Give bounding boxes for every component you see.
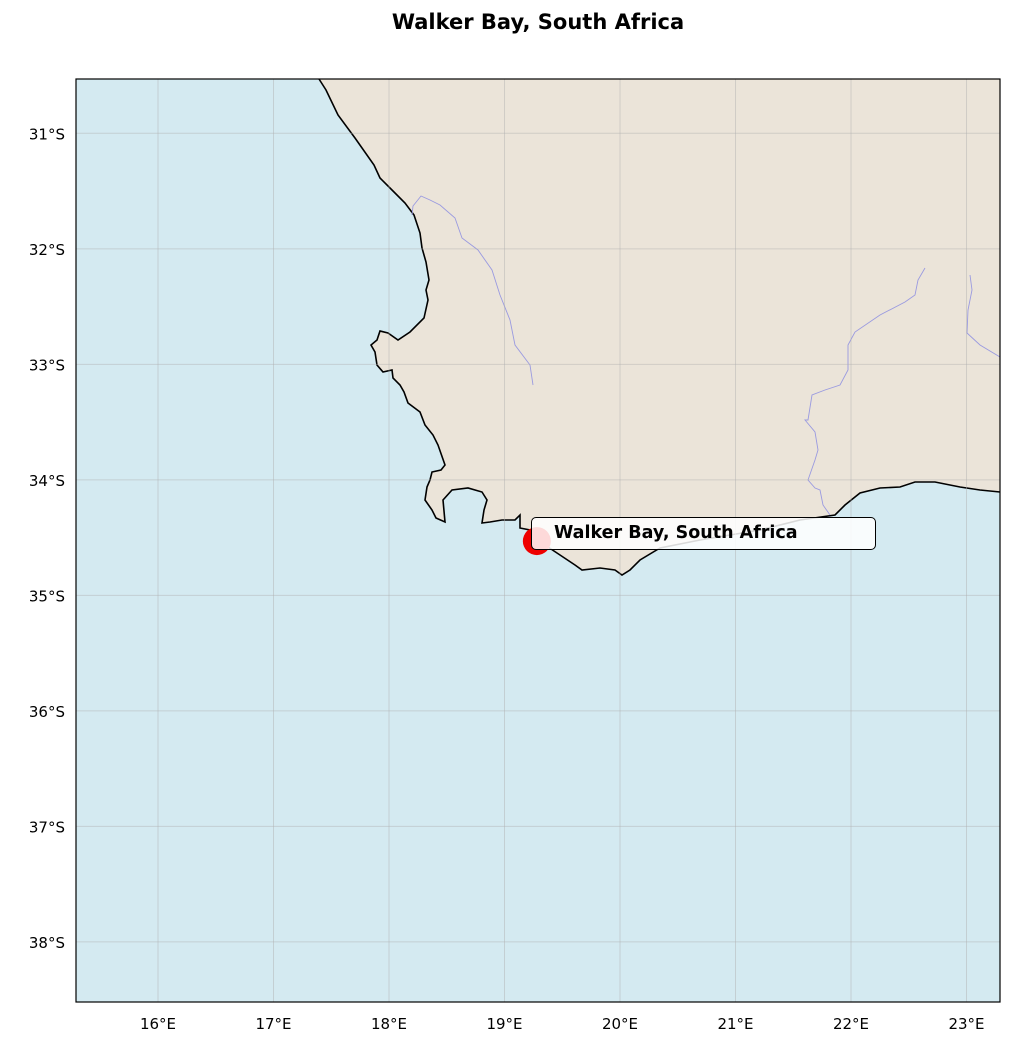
map-title: Walker Bay, South Africa — [391, 10, 685, 34]
x-tick-label: 17°E — [255, 1015, 291, 1033]
x-tick-label: 22°E — [833, 1015, 869, 1033]
river — [411, 195, 534, 386]
y-tick-label: 31°S — [29, 125, 65, 143]
x-tick-label: 20°E — [602, 1015, 638, 1033]
y-tick-label: 36°S — [29, 703, 65, 721]
rivers — [411, 195, 1001, 516]
y-tick-label: 33°S — [29, 356, 65, 374]
x-tick-label: 19°E — [486, 1015, 522, 1033]
x-tick-label: 18°E — [371, 1015, 407, 1033]
x-tick-label: 16°E — [140, 1015, 176, 1033]
y-tick-label: 35°S — [29, 587, 65, 605]
river — [804, 267, 926, 516]
y-tick-label: 37°S — [29, 818, 65, 836]
x-tick-label: 23°E — [948, 1015, 984, 1033]
y-tick-label: 34°S — [29, 472, 65, 490]
axis-ticks: 16°E 17°E 18°E 19°E 20°E 21°E 22°E 23°E 31°S 32°S… — [29, 125, 985, 1033]
location-label: Walker Bay, South Africa — [531, 517, 876, 550]
y-tick-label: 38°S — [29, 934, 65, 952]
river — [966, 274, 1001, 358]
y-tick-label: 32°S — [29, 241, 65, 259]
map-frame — [75, 78, 1001, 1003]
land — [319, 79, 1000, 575]
x-tick-label: 21°E — [717, 1015, 753, 1033]
gridlines — [76, 79, 1000, 1002]
